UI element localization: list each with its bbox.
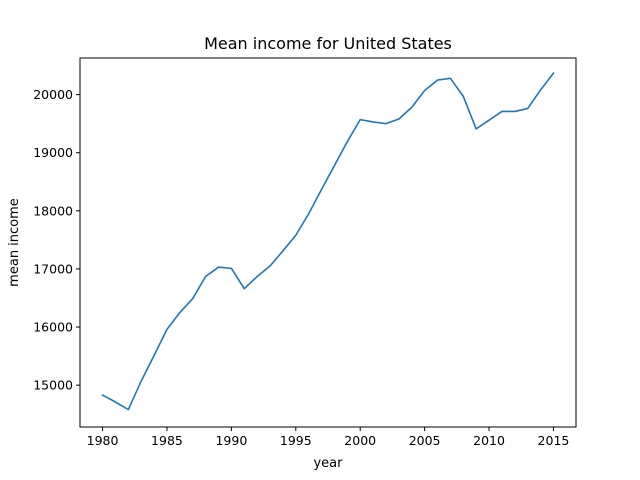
x-tick-label: 2010	[473, 433, 505, 448]
x-tick-label: 2000	[344, 433, 376, 448]
plot-frame	[79, 57, 577, 428]
y-tick-label: 16000	[33, 320, 73, 335]
x-tick-label: 2015	[538, 433, 570, 448]
y-tick-label: 15000	[33, 378, 73, 393]
x-tick-label: 2005	[409, 433, 441, 448]
x-tick-label: 1995	[280, 433, 312, 448]
y-tick-label: 18000	[33, 203, 73, 218]
y-tick-label: 19000	[33, 145, 73, 160]
x-tick-label: 1985	[151, 433, 183, 448]
y-axis-title: mean income	[7, 198, 22, 287]
y-tick-label: 17000	[33, 261, 73, 276]
series-line-0	[101, 71, 555, 411]
x-axis: 1980 1985 1990 1995 2000 2005 2010 2015	[87, 427, 570, 448]
chart-title: Mean income for United States	[204, 34, 452, 53]
plot-area	[101, 71, 555, 411]
x-axis-title: year	[313, 456, 343, 471]
x-tick-label: 1980	[87, 433, 119, 448]
y-tick-label: 20000	[33, 87, 73, 102]
y-axis: 15000 16000 17000 18000 19000 20000	[33, 87, 80, 393]
x-tick-label: 1990	[215, 433, 247, 448]
